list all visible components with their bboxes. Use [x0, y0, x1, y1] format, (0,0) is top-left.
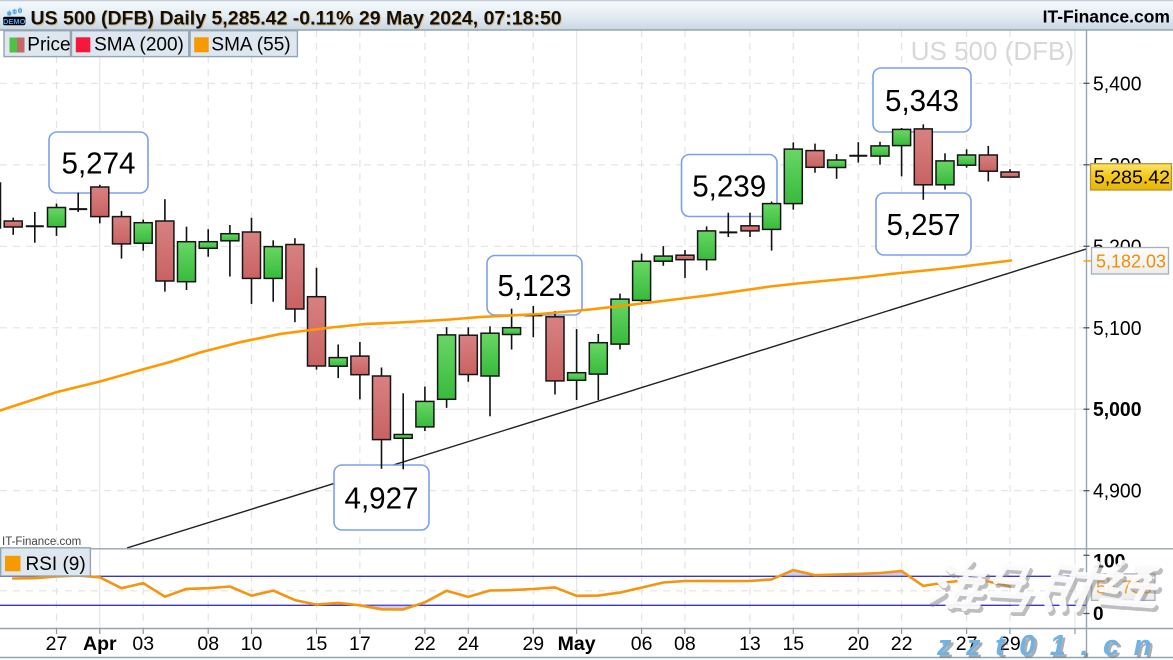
svg-text:4,927: 4,927 [345, 481, 419, 516]
svg-text:Apr: Apr [83, 633, 117, 655]
svg-text:5,400: 5,400 [1093, 73, 1142, 95]
svg-text:08: 08 [197, 633, 219, 655]
svg-text:08: 08 [674, 633, 696, 655]
svg-text:SMA (55): SMA (55) [211, 35, 290, 56]
svg-text:22: 22 [891, 633, 913, 655]
svg-text:4,900: 4,900 [1093, 481, 1142, 503]
svg-text:29: 29 [999, 633, 1021, 655]
svg-text:Price: Price [27, 35, 70, 56]
svg-text:5,343: 5,343 [885, 83, 959, 118]
svg-text:zzt01.cn: zzt01.cn [939, 633, 1169, 660]
svg-text:27: 27 [46, 633, 68, 655]
svg-text:27: 27 [956, 633, 978, 655]
svg-text:5,100: 5,100 [1093, 318, 1142, 340]
svg-text:US 500 (DFB) Daily 5,285.42 -0: US 500 (DFB) Daily 5,285.42 -0.11% 29 Ma… [31, 8, 562, 30]
svg-text:06: 06 [631, 633, 653, 655]
svg-text:15: 15 [306, 633, 328, 655]
svg-text:DEMO: DEMO [3, 17, 26, 26]
svg-text:5,274: 5,274 [62, 146, 136, 181]
svg-text:24: 24 [457, 633, 479, 655]
svg-text:13: 13 [739, 633, 761, 655]
svg-text:RSI (9): RSI (9) [26, 554, 86, 575]
svg-text:May: May [558, 633, 596, 655]
svg-text:5,257: 5,257 [887, 207, 961, 242]
svg-text:22: 22 [414, 633, 436, 655]
svg-text:IT-Finance.com: IT-Finance.com [1043, 7, 1170, 27]
svg-text:5,285.42: 5,285.42 [1094, 167, 1170, 187]
svg-text:IT-Finance.com: IT-Finance.com [2, 536, 81, 548]
svg-text:17: 17 [349, 633, 371, 655]
svg-text:5,239: 5,239 [692, 169, 766, 204]
svg-text:zzt01.cn: zzt01.cn [936, 630, 1166, 660]
svg-text:0: 0 [1093, 604, 1104, 625]
svg-text:20: 20 [847, 633, 869, 655]
svg-text:29: 29 [522, 633, 544, 655]
svg-text:5,123: 5,123 [498, 268, 572, 303]
svg-text:US 500 (DFB): US 500 (DFB) [911, 36, 1074, 66]
svg-text:5,000: 5,000 [1093, 399, 1142, 421]
svg-text:10: 10 [241, 633, 263, 655]
svg-text:03: 03 [132, 633, 154, 655]
svg-text:5,182.03: 5,182.03 [1096, 251, 1166, 271]
svg-text:15: 15 [782, 633, 804, 655]
svg-text:SMA (200): SMA (200) [94, 35, 184, 56]
